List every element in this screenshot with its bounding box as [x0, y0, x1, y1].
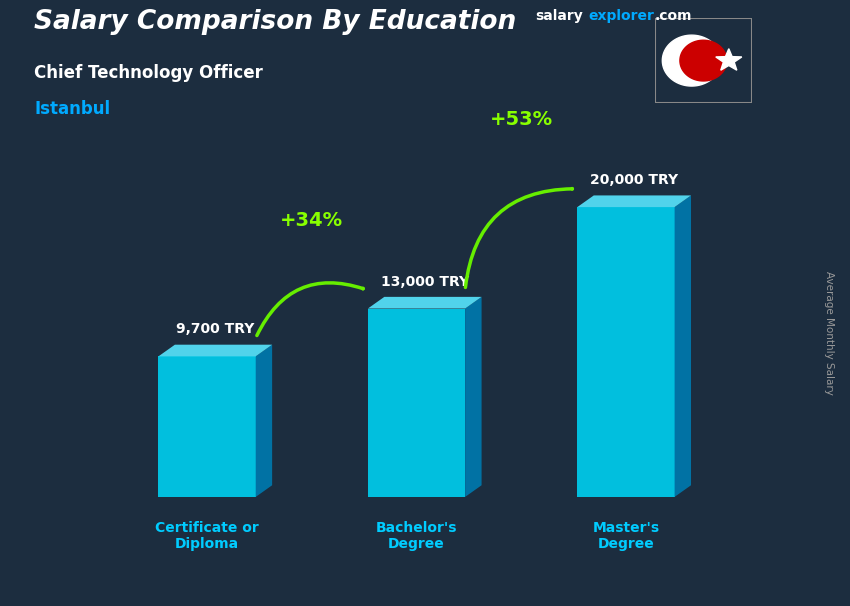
Text: .com: .com: [654, 9, 692, 23]
Text: +34%: +34%: [280, 211, 343, 230]
Text: explorer: explorer: [588, 9, 654, 23]
Polygon shape: [662, 35, 721, 86]
Text: Master's
Degree: Master's Degree: [592, 521, 660, 551]
Polygon shape: [680, 40, 727, 81]
Text: 9,700 TRY: 9,700 TRY: [176, 322, 254, 336]
Text: +53%: +53%: [490, 110, 552, 128]
Polygon shape: [577, 195, 691, 207]
Polygon shape: [158, 356, 256, 497]
Text: salary: salary: [536, 9, 583, 23]
Text: Average Monthly Salary: Average Monthly Salary: [824, 271, 834, 395]
Polygon shape: [368, 308, 465, 497]
Text: 13,000 TRY: 13,000 TRY: [381, 275, 469, 288]
Text: Salary Comparison By Education: Salary Comparison By Education: [34, 9, 516, 35]
Polygon shape: [158, 345, 272, 356]
Text: Certificate or
Diploma: Certificate or Diploma: [156, 521, 259, 551]
Polygon shape: [256, 345, 272, 497]
Text: Chief Technology Officer: Chief Technology Officer: [34, 64, 263, 82]
Text: 20,000 TRY: 20,000 TRY: [590, 173, 678, 187]
Text: Bachelor's
Degree: Bachelor's Degree: [376, 521, 457, 551]
Polygon shape: [675, 195, 691, 497]
Polygon shape: [577, 207, 675, 497]
Polygon shape: [368, 297, 482, 308]
Text: Istanbul: Istanbul: [34, 100, 110, 118]
Polygon shape: [465, 297, 482, 497]
Polygon shape: [716, 48, 742, 70]
